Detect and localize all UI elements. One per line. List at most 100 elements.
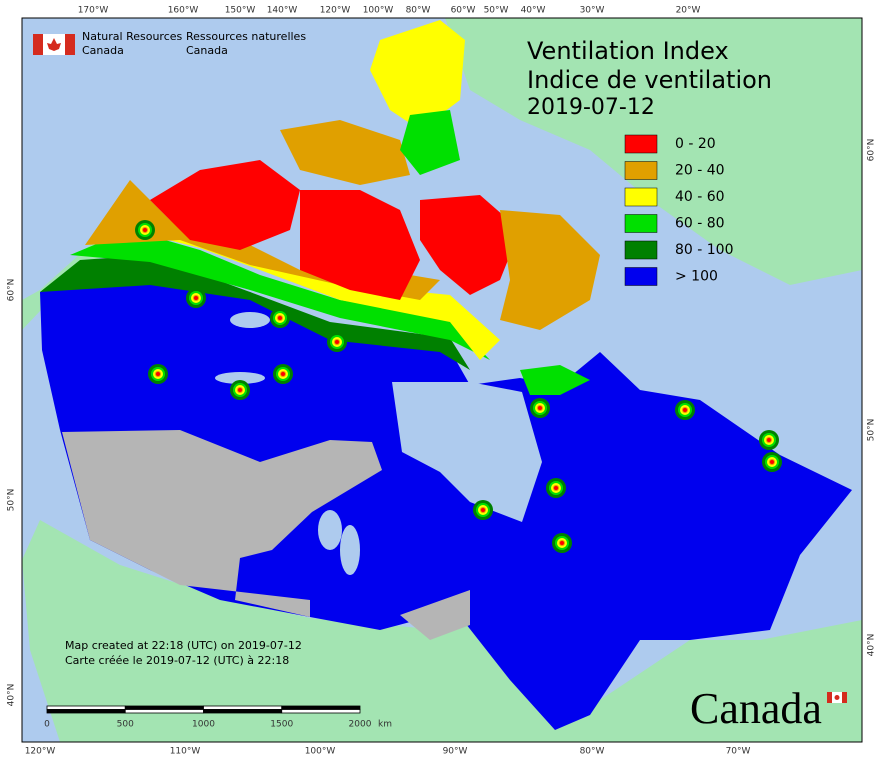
graticule-label: 80°W <box>580 747 605 757</box>
lakes <box>215 312 360 575</box>
graticule-label: 50°W <box>484 6 509 16</box>
maple-leaf <box>47 38 61 51</box>
ellesmere-yellow <box>370 20 465 130</box>
scale-segment <box>124 705 204 710</box>
map-frame <box>21 17 863 743</box>
graticule-label: 80°W <box>406 6 431 16</box>
legend-swatch <box>624 267 658 286</box>
graticule-label: 50°N <box>7 489 17 512</box>
graticule-label: 40°N <box>867 634 877 657</box>
hudson-bay <box>392 382 542 522</box>
island-orange-2 <box>280 120 410 185</box>
flag-bar <box>827 692 832 703</box>
graticule-label: 120°W <box>320 6 351 16</box>
scale-label: 500 <box>117 720 134 730</box>
title-fr: Indice de ventilation <box>527 66 772 94</box>
wordmark-flag <box>827 692 847 703</box>
hotspot-ring <box>278 316 282 320</box>
hotspot-ring <box>767 438 771 442</box>
legend-swatch <box>624 214 658 233</box>
graticule-label: 170°W <box>78 6 109 16</box>
hotspot-ring <box>560 541 564 545</box>
scale-label: 1000 <box>192 720 215 730</box>
no-data-area <box>62 430 382 617</box>
footer-fr: Carte créée le 2019-07-12 (UTC) à 22:18 <box>65 654 289 667</box>
title-en: Ventilation Index <box>527 37 729 65</box>
flag-bar <box>65 34 75 55</box>
lake <box>230 312 270 328</box>
legend-label: 40 - 60 <box>675 189 725 205</box>
baffin-orange <box>500 210 600 330</box>
legend-swatch <box>624 161 658 180</box>
hotspot-ring <box>194 296 198 300</box>
hotspot-ring <box>238 388 242 392</box>
lake <box>215 372 265 384</box>
footer-en: Map created at 22:18 (UTC) on 2019-07-12 <box>65 639 302 652</box>
graticule-label: 60°N <box>867 139 877 162</box>
wordmark: Canada <box>690 684 822 733</box>
band-0-20-west <box>150 160 300 250</box>
legend-label: 0 - 20 <box>675 136 716 152</box>
scale-segment <box>203 705 283 710</box>
scale-label: 0 <box>44 720 50 730</box>
hotspot-ring <box>481 508 485 512</box>
hotspot-ring <box>335 340 339 344</box>
graticule-label: 100°W <box>363 6 394 16</box>
scale-segment <box>281 705 361 710</box>
graticule-label: 60°W <box>451 6 476 16</box>
maple-leaf <box>834 695 840 700</box>
graticule-label: 100°W <box>305 747 336 757</box>
flag-bar <box>842 692 847 703</box>
legend-swatch <box>624 187 658 207</box>
legend-label: 80 - 100 <box>675 242 734 258</box>
ellesmere-green <box>400 110 460 175</box>
hotspot-ring <box>143 228 147 232</box>
hotspots <box>135 220 782 553</box>
nrcan-flag <box>33 34 75 55</box>
graticule-label: 30°W <box>580 6 605 16</box>
legend-label: 20 - 40 <box>675 163 725 179</box>
graticule-label: 60°N <box>7 279 17 302</box>
no-data-east <box>400 590 470 640</box>
graticule-label: 150°W <box>225 6 256 16</box>
scale-segment <box>203 709 283 714</box>
legend-swatch <box>624 134 658 154</box>
quebec-north-green <box>520 365 590 395</box>
org-fr: Canada <box>186 44 228 57</box>
scale-segment <box>46 705 126 710</box>
legend-label: > 100 <box>675 269 718 285</box>
title-date: 2019-07-12 <box>527 95 655 120</box>
graticule-label: 50°N <box>867 419 877 442</box>
hotspot-ring <box>683 408 687 412</box>
graticule-label: 90°W <box>443 747 468 757</box>
graticule-label: 70°W <box>726 747 751 757</box>
scale-unit: km <box>378 720 392 730</box>
band-60-80 <box>70 230 490 360</box>
graticule-label: 120°W <box>25 747 56 757</box>
scale-label: 1500 <box>270 720 293 730</box>
graticule-label: 20°W <box>676 6 701 16</box>
graticule-label: 160°W <box>168 6 199 16</box>
scale-segment <box>281 709 361 714</box>
graticule-label: 40°W <box>521 6 546 16</box>
island-red-1 <box>300 190 420 300</box>
graticule-label: 110°W <box>170 747 201 757</box>
band-80-100 <box>40 255 470 370</box>
legend-swatch <box>624 240 658 260</box>
scale-segment <box>46 709 126 714</box>
hotspot-ring <box>538 406 542 410</box>
hotspot-ring <box>770 460 774 464</box>
scale-segment <box>124 709 204 714</box>
legend-label: 60 - 80 <box>675 216 725 232</box>
graticule-label: 40°N <box>7 684 17 707</box>
hotspot-ring <box>156 372 160 376</box>
island-red-2 <box>420 195 520 295</box>
org-en: Natural Resources <box>82 30 183 43</box>
hotspot-ring <box>554 486 558 490</box>
org-fr: Ressources naturelles <box>186 30 306 43</box>
lake <box>340 525 360 575</box>
flag-bar <box>33 34 43 55</box>
lake <box>318 510 342 550</box>
scale-label: 2000 <box>349 720 372 730</box>
